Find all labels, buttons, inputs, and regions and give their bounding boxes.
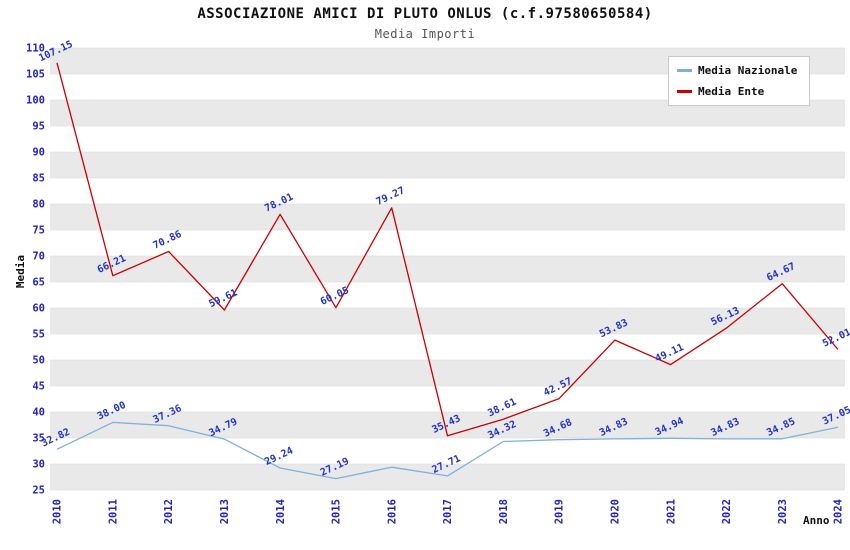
plot-band [50, 334, 845, 360]
y-tick-label: 70 [32, 251, 45, 263]
x-tick-label: 2012 [163, 499, 175, 524]
y-tick-label: 65 [32, 277, 45, 289]
series-line-1 [56, 62, 839, 437]
y-axis-title: Media [14, 254, 28, 289]
x-tick-label: 2018 [498, 499, 510, 524]
y-tick-label: 45 [32, 381, 45, 393]
y-tick-label: 50 [32, 355, 45, 367]
plot-band [50, 438, 845, 464]
legend-label-media-nazionale: Media Nazionale [698, 64, 798, 77]
legend-marker-media-ente-icon [677, 90, 692, 93]
plot-band [50, 230, 845, 256]
plot-band [50, 178, 845, 204]
x-axis-title: Anno [803, 514, 830, 527]
legend-item-media-ente: Media Ente [677, 85, 801, 98]
series-line-0 [56, 421, 839, 480]
legend-label-media-ente: Media Ente [698, 85, 765, 98]
chart-subtitle: Media Importi [374, 27, 476, 41]
x-tick-label: 2019 [554, 499, 566, 524]
plot-band [50, 386, 845, 412]
plot-band [50, 464, 845, 490]
plot-band [50, 204, 845, 230]
plot-band [50, 360, 845, 386]
y-tick-label: 85 [32, 173, 45, 185]
y-tick-label: 95 [32, 121, 45, 133]
x-tick-label: 2014 [275, 499, 287, 524]
y-tick-label: 60 [32, 303, 45, 315]
plot-band [50, 256, 845, 282]
y-tick-label: 40 [32, 407, 45, 419]
y-tick-label: 75 [32, 225, 45, 237]
y-tick-label: 55 [32, 329, 45, 341]
x-tick-label: 2013 [219, 499, 231, 524]
y-tick-label: 105 [26, 69, 45, 81]
legend: Media Nazionale Media Ente [668, 56, 810, 106]
y-tick-label: 110 [26, 43, 45, 55]
y-tick-label: 25 [32, 485, 45, 497]
x-tick-label: 2020 [610, 499, 622, 524]
x-tick-label: 2011 [107, 499, 119, 524]
y-tick-label: 35 [32, 433, 45, 445]
y-tick-label: 100 [26, 95, 45, 107]
y-tick-label: 80 [32, 199, 45, 211]
x-tick-label: 2015 [331, 499, 343, 524]
x-tick-label: 2023 [777, 499, 789, 524]
legend-marker-media-nazionale-icon [677, 69, 692, 72]
legend-item-media-nazionale: Media Nazionale [677, 64, 801, 77]
x-tick-label: 2024 [833, 499, 845, 524]
y-tick-label: 90 [32, 147, 45, 159]
y-tick-label: 30 [32, 459, 45, 471]
x-tick-label: 2010 [52, 499, 64, 524]
x-tick-label: 2021 [665, 499, 677, 524]
plot-band [50, 152, 845, 178]
plot-band [50, 308, 845, 334]
x-tick-label: 2016 [386, 499, 398, 524]
x-tick-label: 2022 [721, 499, 733, 524]
plot-band [50, 126, 845, 152]
x-tick-label: 2017 [442, 499, 454, 524]
plot-band [50, 282, 845, 308]
chart-title: ASSOCIAZIONE AMICI DI PLUTO ONLUS (c.f.9… [197, 6, 653, 22]
